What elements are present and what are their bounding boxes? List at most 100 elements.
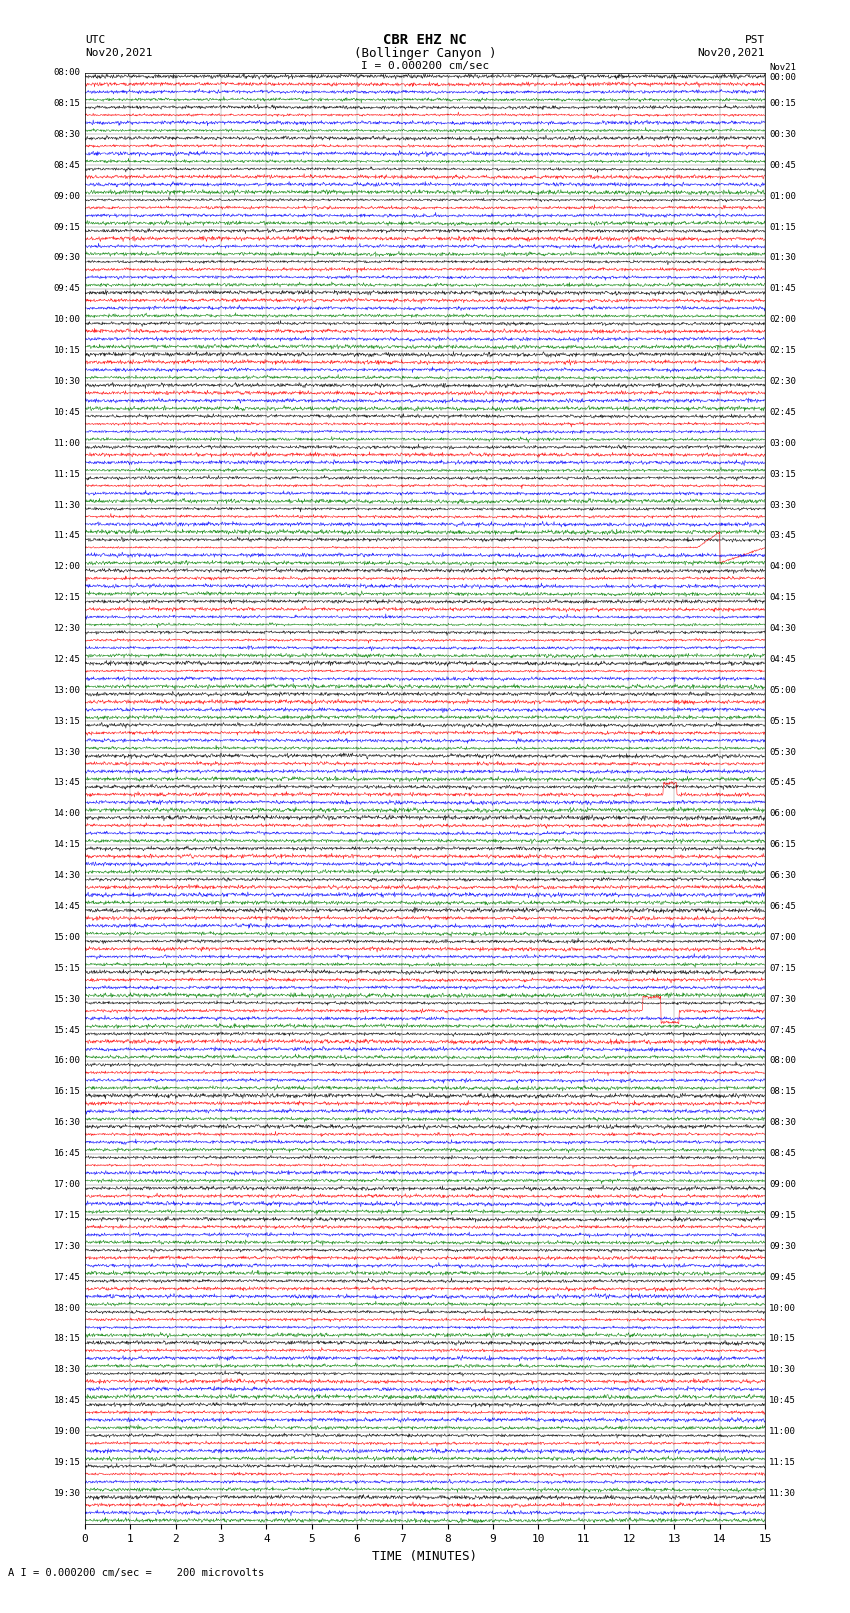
Text: 19:15: 19:15 [54,1458,81,1466]
Text: 15:15: 15:15 [54,965,81,973]
Text: Nov21
00:00: Nov21 00:00 [769,63,796,82]
Text: 12:15: 12:15 [54,594,81,602]
Text: 13:45: 13:45 [54,779,81,787]
Text: 09:15: 09:15 [54,223,81,232]
Text: 08:30: 08:30 [54,131,81,139]
Text: I = 0.000200 cm/sec: I = 0.000200 cm/sec [361,61,489,71]
X-axis label: TIME (MINUTES): TIME (MINUTES) [372,1550,478,1563]
Text: 16:00: 16:00 [54,1057,81,1066]
Text: 05:15: 05:15 [769,716,796,726]
Text: 18:00: 18:00 [54,1303,81,1313]
Text: 10:00: 10:00 [769,1303,796,1313]
Text: 10:45: 10:45 [54,408,81,416]
Text: 18:15: 18:15 [54,1334,81,1344]
Text: 12:45: 12:45 [54,655,81,665]
Text: 17:00: 17:00 [54,1181,81,1189]
Text: 16:30: 16:30 [54,1118,81,1127]
Text: 03:45: 03:45 [769,531,796,540]
Text: Nov20,2021: Nov20,2021 [85,48,152,58]
Text: 14:15: 14:15 [54,840,81,850]
Text: 19:30: 19:30 [54,1489,81,1498]
Text: 15:30: 15:30 [54,995,81,1003]
Text: 10:00: 10:00 [54,315,81,324]
Text: 05:30: 05:30 [769,747,796,756]
Text: 08:00: 08:00 [769,1057,796,1066]
Text: 08:15: 08:15 [769,1087,796,1097]
Text: 09:00: 09:00 [769,1181,796,1189]
Text: 09:30: 09:30 [769,1242,796,1250]
Text: 09:15: 09:15 [769,1211,796,1219]
Text: 15:45: 15:45 [54,1026,81,1034]
Text: 11:15: 11:15 [54,469,81,479]
Text: 06:15: 06:15 [769,840,796,850]
Text: 08:45: 08:45 [769,1148,796,1158]
Text: 00:45: 00:45 [769,161,796,169]
Text: 10:45: 10:45 [769,1397,796,1405]
Text: 11:30: 11:30 [769,1489,796,1498]
Text: 05:45: 05:45 [769,779,796,787]
Text: 06:45: 06:45 [769,902,796,911]
Text: 09:30: 09:30 [54,253,81,263]
Text: 03:00: 03:00 [769,439,796,448]
Text: 03:15: 03:15 [769,469,796,479]
Text: 14:45: 14:45 [54,902,81,911]
Text: 07:00: 07:00 [769,932,796,942]
Text: 02:30: 02:30 [769,377,796,386]
Text: 02:00: 02:00 [769,315,796,324]
Text: 05:00: 05:00 [769,686,796,695]
Text: 16:15: 16:15 [54,1087,81,1097]
Text: 07:30: 07:30 [769,995,796,1003]
Text: 01:30: 01:30 [769,253,796,263]
Text: 16:45: 16:45 [54,1148,81,1158]
Text: 00:15: 00:15 [769,98,796,108]
Text: 13:15: 13:15 [54,716,81,726]
Text: 01:45: 01:45 [769,284,796,294]
Text: 12:00: 12:00 [54,563,81,571]
Text: Nov20,2021: Nov20,2021 [698,48,765,58]
Text: A I = 0.000200 cm/sec =    200 microvolts: A I = 0.000200 cm/sec = 200 microvolts [8,1568,264,1578]
Text: 03:30: 03:30 [769,500,796,510]
Text: (Bollinger Canyon ): (Bollinger Canyon ) [354,47,496,60]
Text: 10:15: 10:15 [769,1334,796,1344]
Text: 08:30: 08:30 [769,1118,796,1127]
Text: 01:00: 01:00 [769,192,796,200]
Text: 12:30: 12:30 [54,624,81,632]
Text: 06:30: 06:30 [769,871,796,881]
Text: 09:45: 09:45 [54,284,81,294]
Text: 00:30: 00:30 [769,131,796,139]
Text: CBR EHZ NC: CBR EHZ NC [383,34,467,47]
Text: 15:00: 15:00 [54,932,81,942]
Text: 14:30: 14:30 [54,871,81,881]
Text: PST: PST [745,35,765,45]
Text: 06:00: 06:00 [769,810,796,818]
Text: 17:30: 17:30 [54,1242,81,1250]
Text: 02:45: 02:45 [769,408,796,416]
Text: 18:45: 18:45 [54,1397,81,1405]
Text: 14:00: 14:00 [54,810,81,818]
Text: 09:45: 09:45 [769,1273,796,1282]
Text: 09:00: 09:00 [54,192,81,200]
Text: 07:15: 07:15 [769,965,796,973]
Text: 10:30: 10:30 [54,377,81,386]
Text: 01:15: 01:15 [769,223,796,232]
Text: 08:15: 08:15 [54,98,81,108]
Text: 02:15: 02:15 [769,347,796,355]
Text: UTC: UTC [85,35,105,45]
Text: 10:15: 10:15 [54,347,81,355]
Text: 04:00: 04:00 [769,563,796,571]
Text: 11:15: 11:15 [769,1458,796,1466]
Text: 10:30: 10:30 [769,1365,796,1374]
Text: 11:00: 11:00 [54,439,81,448]
Text: 19:00: 19:00 [54,1428,81,1436]
Text: 11:00: 11:00 [769,1428,796,1436]
Text: 04:30: 04:30 [769,624,796,632]
Text: 07:45: 07:45 [769,1026,796,1034]
Text: 13:30: 13:30 [54,747,81,756]
Text: 08:45: 08:45 [54,161,81,169]
Text: 11:45: 11:45 [54,531,81,540]
Text: 13:00: 13:00 [54,686,81,695]
Text: 11:30: 11:30 [54,500,81,510]
Text: 17:15: 17:15 [54,1211,81,1219]
Text: 17:45: 17:45 [54,1273,81,1282]
Text: 08:00: 08:00 [54,68,81,77]
